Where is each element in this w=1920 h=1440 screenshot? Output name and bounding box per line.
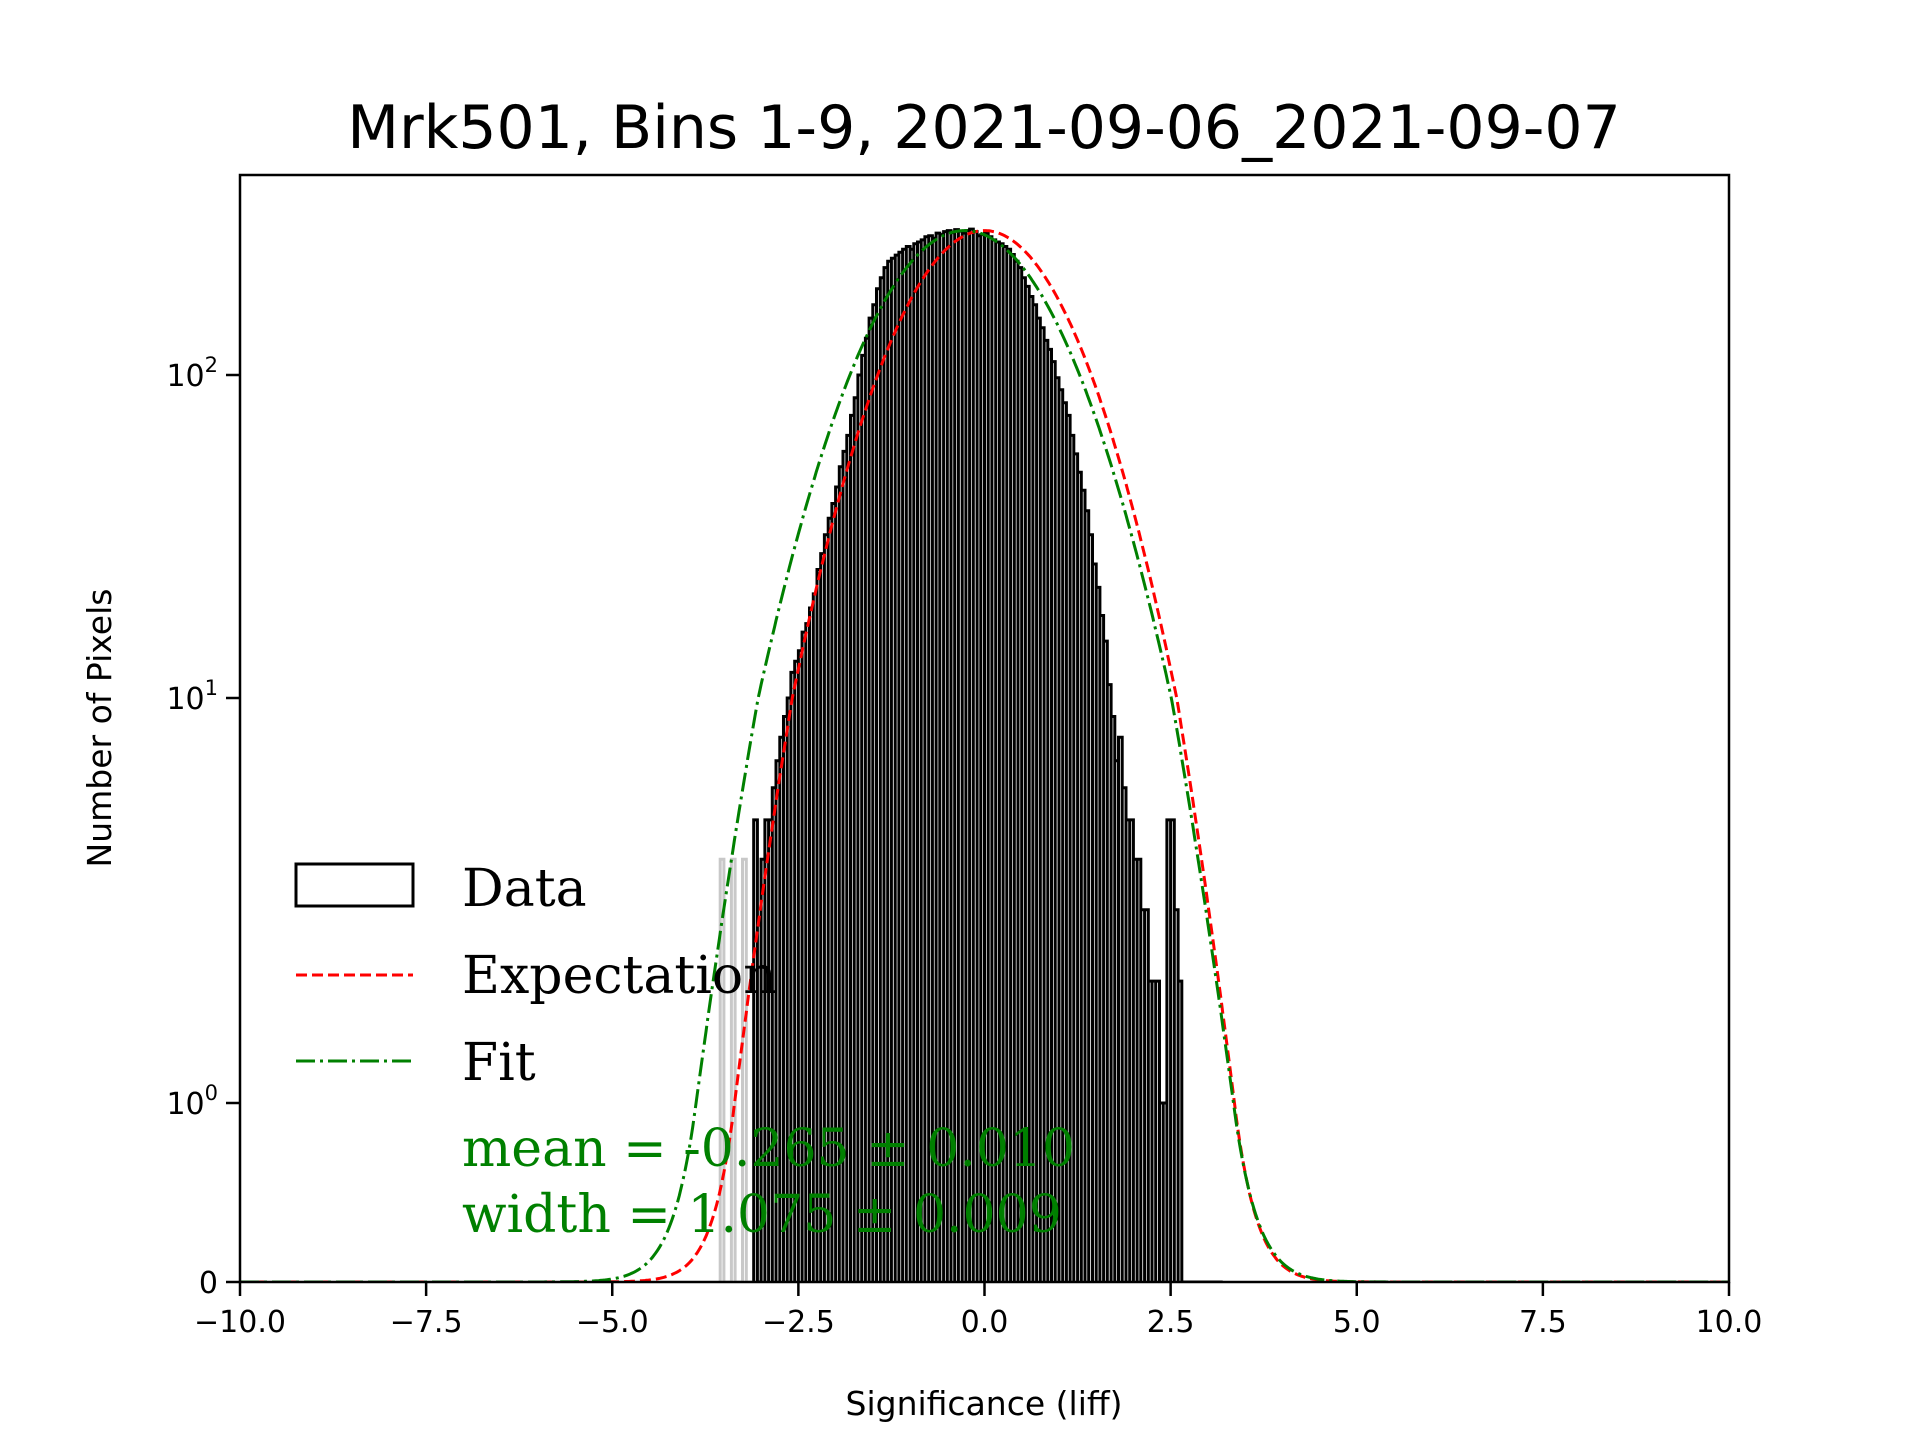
x-tick-label: 5.0	[1333, 1305, 1381, 1340]
legend-data-label: Data	[462, 859, 587, 919]
legend-expectation-label: Expectation	[462, 946, 777, 1006]
data-histogram-faded	[718, 857, 754, 1282]
y-tick-label: 101	[166, 676, 218, 717]
x-axis-label: Significance (liff)	[846, 1384, 1123, 1423]
legend-fit-label: Fit	[462, 1033, 536, 1093]
expectation-curve	[240, 229, 1729, 1282]
y-axis: 0 100 101 102	[166, 353, 240, 1301]
chart-title: Mrk501, Bins 1-9, 2021-09-06_2021-09-07	[347, 93, 1621, 163]
x-tick-label: −2.5	[762, 1305, 835, 1340]
x-tick-label: −5.0	[576, 1305, 649, 1340]
plot-area	[240, 227, 1729, 1282]
y-axis-label: Number of Pixels	[80, 589, 119, 868]
y-tick-label: 0	[199, 1266, 218, 1301]
y-tick-label: 102	[166, 353, 218, 394]
x-tick-label: −7.5	[390, 1305, 463, 1340]
legend-data-swatch	[294, 862, 415, 908]
x-axis: −10.0 −7.5 −5.0 −2.5 0.0 2.5 5.0 7.5 10.0	[194, 1282, 1762, 1340]
y-tick-label: 100	[166, 1081, 218, 1122]
x-tick-label: −10.0	[194, 1305, 286, 1340]
x-tick-label: 10.0	[1696, 1305, 1763, 1340]
fit-width-annotation: width = 1.075 ± 0.009	[462, 1185, 1062, 1245]
fit-mean-annotation: mean = -0.265 ± 0.010	[462, 1119, 1075, 1179]
x-tick-label: 7.5	[1519, 1305, 1567, 1340]
fit-curve	[240, 229, 1729, 1282]
x-tick-label: 0.0	[961, 1305, 1009, 1340]
legend: Data Expectation Fit	[294, 859, 777, 1093]
plot-series	[240, 227, 1729, 1282]
x-tick-label: 2.5	[1147, 1305, 1195, 1340]
